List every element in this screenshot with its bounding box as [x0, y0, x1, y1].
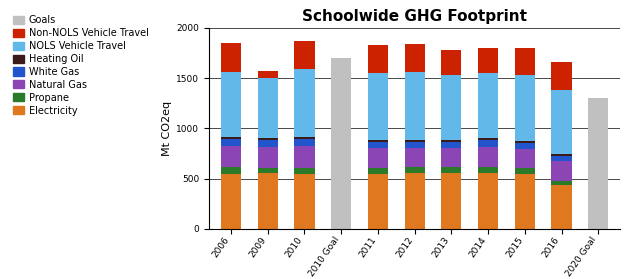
Bar	[221, 137, 241, 139]
Y-axis label: Mt CO2eq: Mt CO2eq	[162, 101, 172, 156]
Bar	[221, 44, 241, 72]
Bar	[368, 148, 388, 167]
Bar	[551, 62, 572, 90]
Bar	[404, 148, 425, 167]
Bar	[294, 174, 315, 229]
Bar	[515, 75, 535, 141]
Bar	[258, 138, 278, 140]
Bar	[551, 156, 572, 161]
Bar	[258, 172, 278, 229]
Bar	[515, 143, 535, 150]
Bar	[258, 71, 278, 78]
Bar	[478, 147, 498, 167]
Bar	[478, 48, 498, 73]
Bar	[331, 58, 351, 229]
Bar	[404, 167, 425, 172]
Bar	[258, 78, 278, 138]
Bar	[478, 73, 498, 138]
Bar	[478, 173, 498, 229]
Bar	[515, 141, 535, 143]
Bar	[294, 42, 315, 69]
Bar	[441, 167, 461, 172]
Bar	[368, 45, 388, 73]
Bar	[478, 140, 498, 147]
Bar	[478, 138, 498, 140]
Bar	[441, 140, 461, 142]
Bar	[441, 142, 461, 148]
Bar	[551, 181, 572, 185]
Bar	[294, 69, 315, 137]
Bar	[368, 140, 388, 142]
Bar	[294, 167, 315, 174]
Bar	[221, 146, 241, 167]
Bar	[221, 167, 241, 174]
Bar	[478, 167, 498, 173]
Bar	[551, 161, 572, 181]
Bar	[441, 50, 461, 75]
Bar	[294, 139, 315, 146]
Bar	[441, 172, 461, 229]
Bar	[404, 44, 425, 72]
Bar	[368, 142, 388, 148]
Bar	[551, 185, 572, 229]
Bar	[551, 154, 572, 156]
Bar	[404, 142, 425, 148]
Bar	[221, 174, 241, 229]
Bar	[515, 48, 535, 75]
Bar	[515, 174, 535, 229]
Bar	[441, 148, 461, 167]
Bar	[404, 172, 425, 229]
Bar	[588, 98, 608, 229]
Bar	[404, 72, 425, 140]
Legend: Goals, Non-NOLS Vehicle Travel, NOLS Vehicle Travel, Heating Oil, White Gas, Nat: Goals, Non-NOLS Vehicle Travel, NOLS Veh…	[11, 13, 151, 117]
Bar	[551, 90, 572, 154]
Bar	[294, 137, 315, 139]
Bar	[294, 146, 315, 167]
Bar	[404, 140, 425, 142]
Bar	[515, 150, 535, 168]
Bar	[258, 168, 278, 172]
Bar	[368, 73, 388, 140]
Bar	[515, 168, 535, 174]
Bar	[221, 72, 241, 137]
Bar	[258, 147, 278, 168]
Bar	[368, 174, 388, 229]
Bar	[368, 167, 388, 174]
Bar	[441, 75, 461, 140]
Bar	[258, 140, 278, 147]
Title: Schoolwide GHG Footprint: Schoolwide GHG Footprint	[302, 9, 527, 24]
Bar	[221, 139, 241, 146]
